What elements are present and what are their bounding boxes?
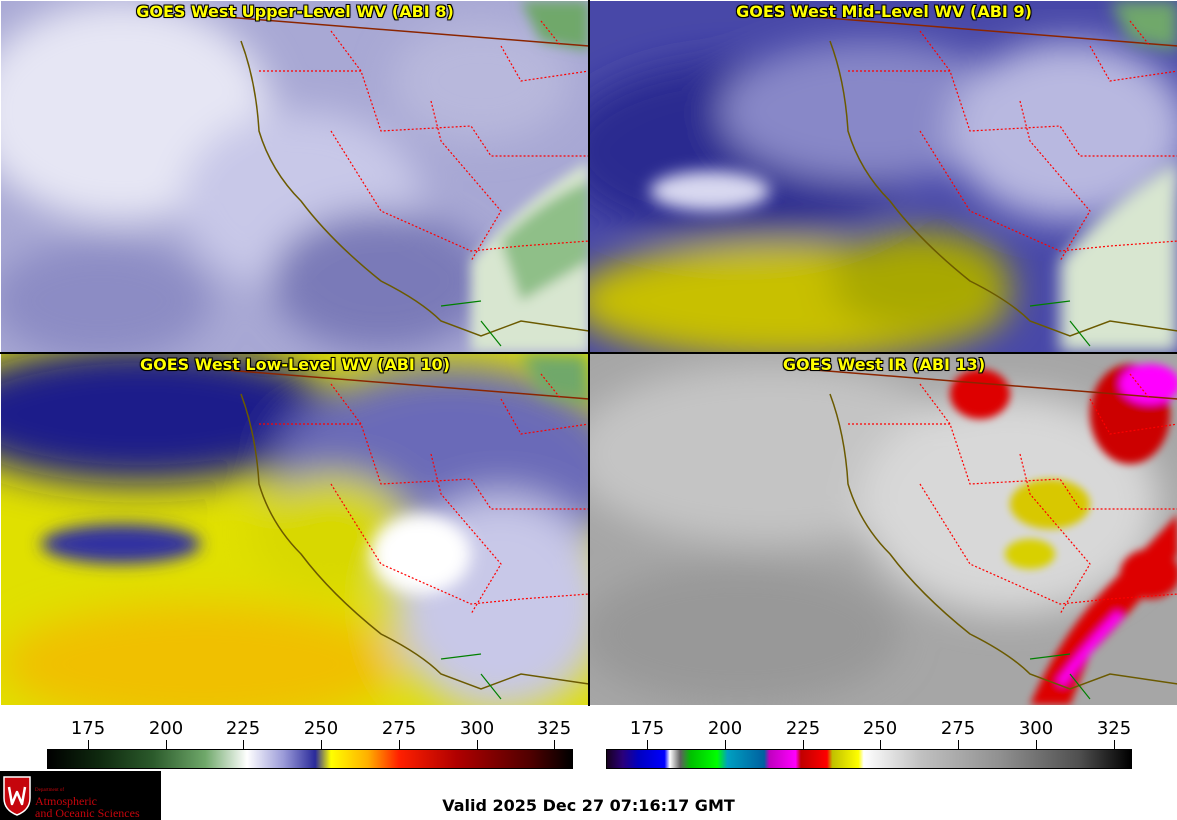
panel-upper-level-wv: GOES West Upper-Level WV (ABI 8) (1, 1, 589, 352)
low-level-wv-map-overlay (200, 367, 589, 700)
panel-infrared: GOES West IR (ABI 13) (590, 354, 1177, 705)
colorbar-tick-label: 225 (785, 718, 821, 739)
panel-mid-level-wv: GOES West Mid-Level WV (ABI 9) (590, 1, 1177, 352)
colorbar-tick (1114, 740, 1115, 749)
panel-divider-horizontal (0, 352, 1177, 354)
colorbar-tick-label: 200 (148, 718, 184, 739)
colorbar-tick (803, 740, 804, 749)
colorbar-tick (725, 740, 726, 749)
colorbar-tick-label: 325 (1096, 718, 1132, 739)
colorbar-tick-label: 250 (303, 718, 339, 739)
colorbar-tick (1036, 740, 1037, 749)
panel-title-mid-level-wv: GOES West Mid-Level WV (ABI 9) (736, 2, 1032, 21)
upper-level-wv-image (1, 1, 589, 352)
colorbar-tick (321, 740, 322, 749)
panel-title-low-level-wv: GOES West Low-Level WV (ABI 10) (139, 355, 450, 374)
colorbar-tick (958, 740, 959, 749)
colorbar-tick (554, 740, 555, 749)
logo-name: Atmospheric and Oceanic Sciences (35, 795, 140, 819)
low-level-wv-image (1, 354, 589, 705)
logo-department-line: Department of (35, 788, 65, 793)
aos-logo[interactable]: Department of Atmospheric and Oceanic Sc… (0, 771, 161, 820)
colorbar-tick-label: 225 (225, 718, 261, 739)
colorbar-tick-label: 175 (629, 718, 665, 739)
colorbar-tick-label: 275 (940, 718, 976, 739)
colorbar-tick-label: 300 (459, 718, 495, 739)
infrared-colorbar (606, 749, 1132, 769)
infrared-image (590, 354, 1177, 705)
colorbar-tick-label: 250 (862, 718, 898, 739)
colorbar-tick-label: 175 (70, 718, 106, 739)
valid-time: Valid 2025 Dec 27 07:16:17 GMT (442, 796, 735, 815)
colorbar-tick-label: 300 (1018, 718, 1054, 739)
logo-name-line2: and Oceanic Sciences (35, 806, 140, 820)
upper-level-wv-map-overlay (200, 14, 589, 347)
panel-low-level-wv: GOES West Low-Level WV (ABI 10) (1, 354, 589, 705)
colorbar-tick-label: 200 (707, 718, 743, 739)
uw-crest-icon (3, 776, 31, 816)
panel-title-upper-level-wv: GOES West Upper-Level WV (ABI 8) (136, 2, 454, 21)
panel-title-infrared: GOES West IR (ABI 13) (782, 355, 986, 374)
colorbar-tick (477, 740, 478, 749)
logo-name-line1: Atmospheric (35, 794, 97, 808)
colorbar-tick (880, 740, 881, 749)
colorbar-tick (166, 740, 167, 749)
water-vapor-colorbar (47, 749, 573, 769)
colorbar-tick (647, 740, 648, 749)
colorbar-tick (243, 740, 244, 749)
colorbar-tick-label: 275 (381, 718, 417, 739)
colorbar-tick (88, 740, 89, 749)
mid-level-wv-map-overlay (789, 14, 1177, 347)
infrared-map-overlay (789, 367, 1177, 700)
colorbar-tick (399, 740, 400, 749)
colorbar-tick-label: 325 (536, 718, 572, 739)
